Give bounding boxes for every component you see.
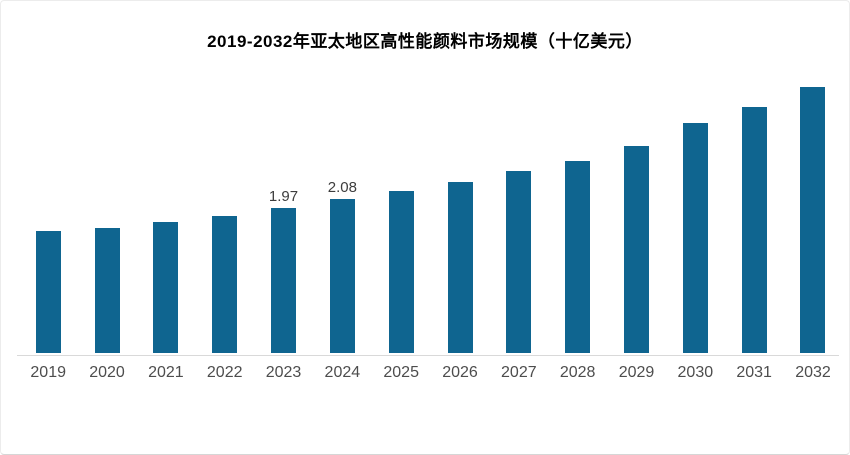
x-axis-line: [17, 355, 839, 356]
bar-2028: [565, 161, 591, 353]
x-tick-2027: 2027: [501, 364, 537, 381]
x-tick-2029: 2029: [618, 364, 655, 381]
bar-value-label-2024: 2.08: [327, 179, 357, 196]
bar-2020: [94, 228, 120, 353]
x-tick-2030: 2030: [677, 364, 714, 381]
x-tick-2022: 2022: [206, 364, 243, 381]
x-tick-2019: 2019: [30, 364, 66, 381]
bar-2032: [800, 87, 826, 353]
x-tick-2031: 2031: [736, 364, 772, 381]
x-tick-2020: 2020: [89, 364, 125, 381]
bar-2021: [153, 222, 179, 353]
x-tick-2023: 2023: [265, 364, 302, 381]
bar-2024: [329, 199, 355, 353]
bar-2025: [388, 191, 414, 353]
bar-2023: [271, 208, 297, 353]
bar-2022: [212, 216, 238, 353]
bar-2027: [506, 171, 532, 353]
bar-value-label-2023: 1.97: [268, 188, 299, 205]
bar-2031: [741, 107, 767, 353]
bar-2030: [682, 123, 708, 353]
x-tick-2025: 2025: [383, 364, 419, 381]
x-tick-2021: 2021: [148, 364, 184, 381]
chart-title: 2019-2032年亚太地区高性能颜料市场规模（十亿美元）: [207, 32, 643, 51]
bar-2029: [624, 146, 649, 353]
x-tick-2028: 2028: [559, 364, 596, 381]
bar-2019: [35, 231, 61, 353]
bar-2026: [447, 182, 473, 353]
x-tick-2024: 2024: [324, 364, 361, 381]
x-tick-2026: 2026: [442, 364, 478, 381]
x-tick-2032: 2032: [795, 364, 831, 381]
